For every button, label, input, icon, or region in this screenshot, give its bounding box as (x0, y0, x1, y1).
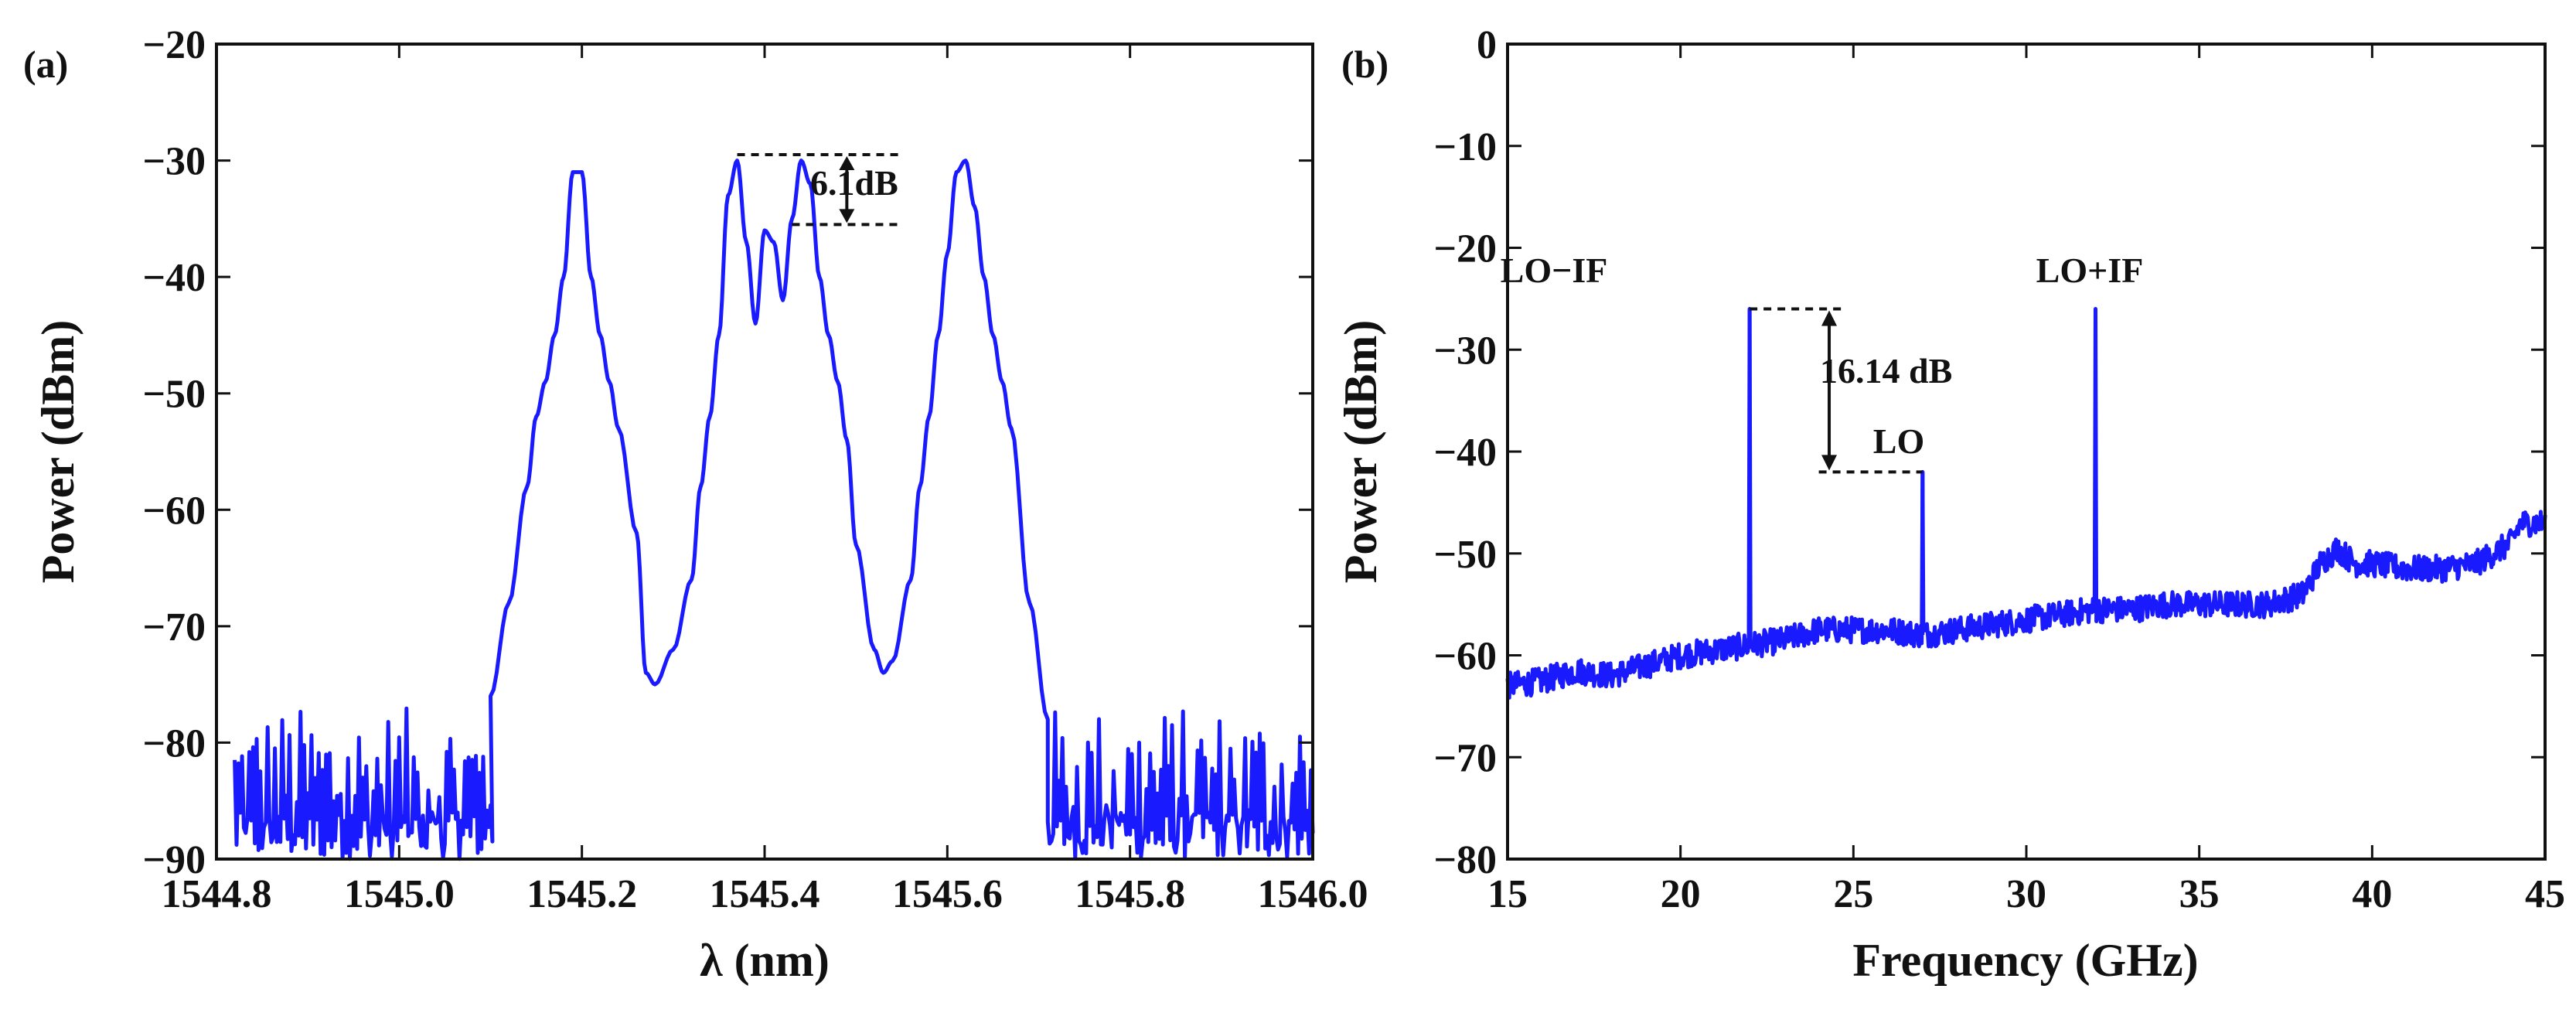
x-ticks-a: 1544.8 1545.0 1545.2 1545.4 1545.6 1545.8 1546… (162, 44, 1368, 916)
x-tick-label: 1545.0 (344, 872, 455, 916)
arrow-head-up-b (1821, 310, 1838, 326)
annotation-group-a (737, 153, 902, 227)
y-tick-label: −80 (142, 721, 206, 766)
arrow-head-up (839, 156, 855, 171)
y-tick-label: −70 (1433, 736, 1497, 780)
x-tick-label: 25 (1833, 872, 1873, 916)
arrow-head-down (839, 209, 855, 223)
arrow-head-down-b (1821, 455, 1838, 471)
x-tick-label: 30 (2006, 872, 2046, 916)
y-tick-label: −80 (1433, 838, 1497, 882)
x-tick-label: 40 (2352, 872, 2392, 916)
x-tick-label: 45 (2525, 872, 2565, 916)
x-tick-label: 35 (2179, 872, 2220, 916)
panel-b: (b) 15 20 25 30 35 40 45 0 −10 −20 −30 −40 −50 −60 −7… (1335, 23, 2565, 986)
panel-label-b: (b) (1341, 43, 1389, 86)
y-tick-label: −30 (142, 140, 206, 184)
rf-spectrum-group (1505, 307, 2547, 700)
x-ticks-b: 15 20 25 30 35 40 45 (1487, 44, 2565, 916)
x-tick-label: 1545.4 (710, 872, 820, 916)
y-ticks-a: −20 −30 −40 −50 −60 −70 −80 −90 (142, 23, 1313, 882)
y-tick-label: −60 (1433, 635, 1497, 679)
annotation-label-16-14db: 16.14 dB (1820, 351, 1952, 390)
x-axis-title-a: λ (nm) (700, 935, 830, 986)
x-tick-label: 15 (1487, 872, 1528, 916)
y-tick-label: −60 (142, 489, 206, 533)
x-tick-label: 20 (1661, 872, 1701, 916)
y-axis-title-a: Power (dBm) (32, 320, 83, 584)
plot-frame-b (1506, 43, 2547, 861)
rf-spectrum-line (1505, 307, 2547, 700)
peak-label-lo-minus-if: LO−IF (1501, 251, 1608, 290)
y-tick-label: −50 (142, 373, 206, 417)
y-tick-label: −40 (1433, 431, 1497, 475)
y-tick-label: −50 (1433, 533, 1497, 577)
x-tick-label: 1545.2 (526, 872, 637, 916)
plot-frame-a (215, 43, 1314, 861)
y-axis-title-b: Power (dBm) (1335, 320, 1386, 584)
y-tick-label: −20 (1433, 227, 1497, 271)
panel-label-a: (a) (23, 43, 68, 86)
y-tick-label: −40 (142, 256, 206, 300)
peak-label-lo: LO (1873, 421, 1924, 461)
y-tick-label: −20 (142, 23, 206, 67)
x-tick-label: 1544.8 (162, 872, 272, 916)
y-ticks-b: 0 −10 −20 −30 −40 −50 −60 −70 −80 (1433, 23, 2545, 882)
annotation-label-6-1db: 6.1dB (810, 163, 898, 203)
x-axis-title-b: Frequency (GHz) (1852, 935, 2198, 986)
spectrum-group (233, 159, 1315, 861)
y-tick-label: −90 (142, 838, 206, 882)
x-tick-label: 1546.0 (1258, 872, 1368, 916)
panel-a: (a) 1544.8 1545.0 1545.2 1545.4 1545.6 1545.8… (23, 23, 1368, 986)
y-tick-label: −70 (142, 605, 206, 650)
x-tick-label: 1545.6 (892, 872, 1003, 916)
x-tick-label: 1545.8 (1075, 872, 1185, 916)
spectrum-line (233, 159, 1315, 861)
y-tick-label: −10 (1433, 125, 1497, 169)
y-tick-label: −30 (1433, 329, 1497, 373)
y-tick-label: 0 (1477, 23, 1497, 67)
peak-label-lo-plus-if: LO+IF (2036, 251, 2144, 290)
annotation-group-b (1750, 307, 1923, 474)
